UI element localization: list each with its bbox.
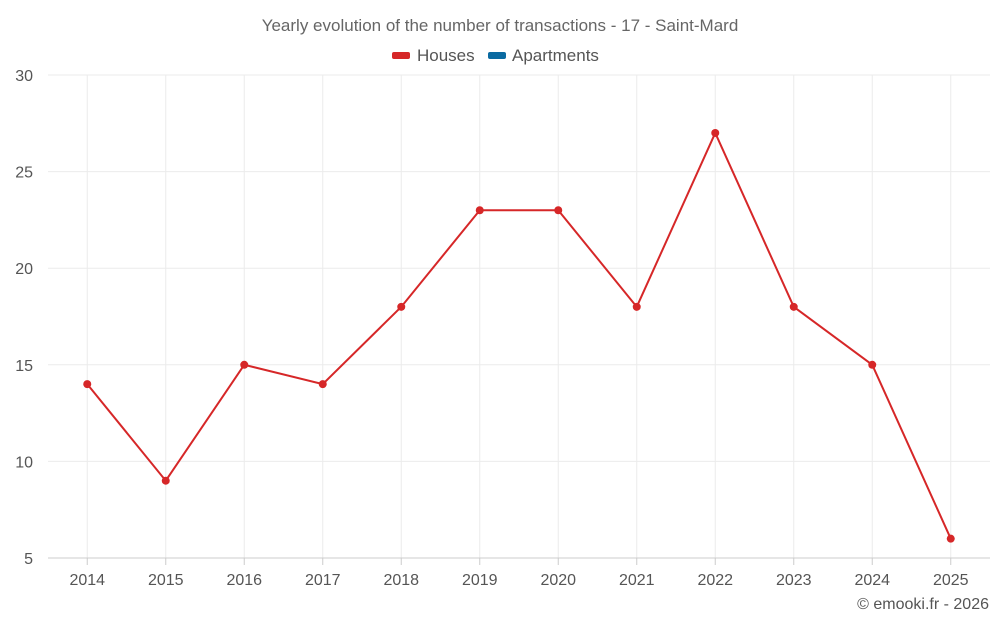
x-tick-label: 2019 [462, 572, 498, 589]
legend-swatch-houses [392, 52, 410, 59]
x-tick-label: 2017 [305, 572, 341, 589]
x-tick-label: 2015 [148, 572, 184, 589]
data-point[interactable] [161, 476, 170, 485]
y-tick-label: 25 [15, 165, 33, 182]
x-tick-label: 2016 [226, 572, 262, 589]
grid [48, 74, 990, 558]
x-tick-label: 2018 [383, 572, 419, 589]
data-point[interactable] [711, 128, 720, 137]
x-tick-label: 2023 [776, 572, 812, 589]
legend-item-apartments[interactable]: Apartments [488, 46, 599, 65]
x-tick-label: 2014 [69, 572, 105, 589]
data-point[interactable] [240, 360, 249, 369]
data-point[interactable] [397, 302, 406, 311]
x-tick-label: 2020 [540, 572, 576, 589]
data-point[interactable] [632, 302, 641, 311]
y-tick-label: 5 [24, 551, 33, 568]
series-line-houses [86, 130, 952, 540]
y-tick-label: 15 [15, 358, 33, 375]
x-tick-label: 2024 [854, 572, 890, 589]
legend-label-apartments: Apartments [512, 46, 599, 65]
data-point[interactable] [789, 302, 798, 311]
data-point[interactable] [475, 206, 484, 215]
y-tick-label: 30 [15, 68, 33, 85]
credit-text: © emooki.fr - 2026 [857, 596, 989, 613]
data-point[interactable] [868, 360, 877, 369]
x-tick-label: 2025 [933, 572, 969, 589]
legend-label-houses: Houses [417, 46, 475, 65]
x-tick-label: 2021 [619, 572, 655, 589]
data-point[interactable] [554, 206, 563, 215]
x-tick-label: 2022 [697, 572, 733, 589]
legend: Houses Apartments [392, 46, 599, 65]
data-point[interactable] [946, 534, 955, 543]
y-tick-label: 20 [15, 261, 33, 278]
chart-title: Yearly evolution of the number of transa… [262, 16, 739, 35]
y-tick-label: 10 [15, 454, 33, 471]
legend-swatch-apartments [488, 52, 506, 59]
data-point[interactable] [83, 380, 92, 389]
legend-item-houses[interactable]: Houses [392, 46, 475, 65]
data-point[interactable] [318, 380, 327, 389]
series [83, 128, 955, 543]
